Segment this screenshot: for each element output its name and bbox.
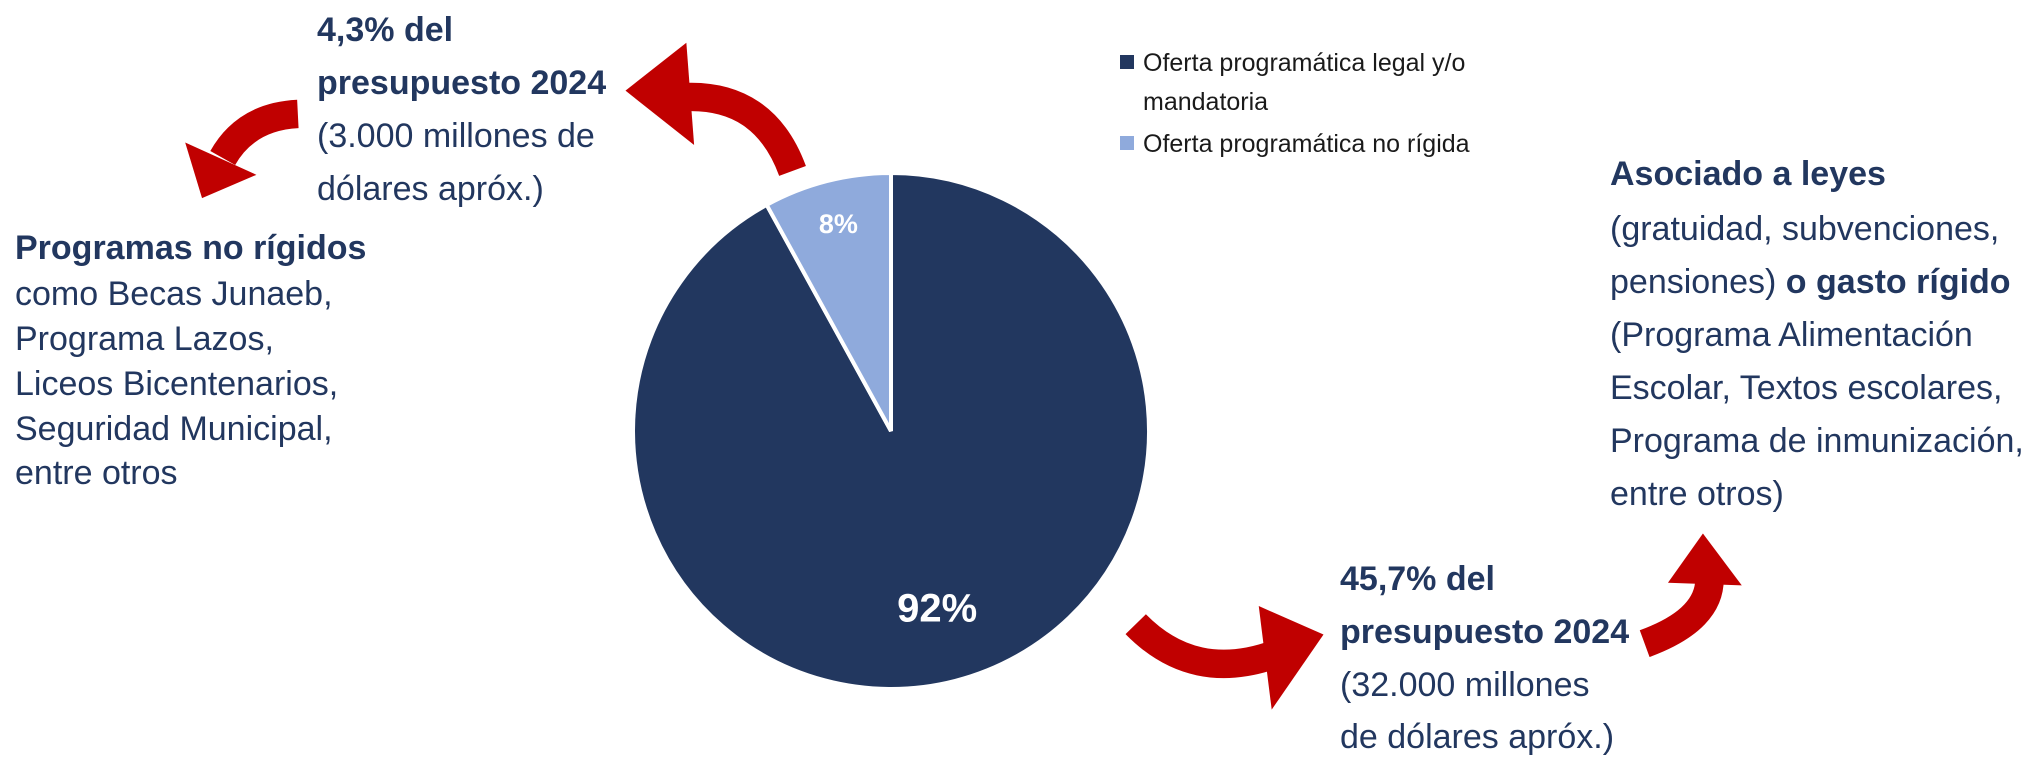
- annotation: Escolar, Textos escolares,: [1610, 369, 2002, 407]
- arrow: [1639, 575, 1724, 657]
- arrow: [683, 82, 806, 177]
- arrow-head: [1258, 606, 1324, 710]
- pie: 92% 8%: [631, 170, 1151, 691]
- arrow: [210, 99, 300, 166]
- annotation: de dólares apróx.): [1340, 718, 1614, 756]
- legend-swatch: [1120, 136, 1134, 150]
- annotation-left: Programas no rígidos como Becas Junaeb, …: [15, 229, 366, 492]
- annotation: entre otros): [1610, 475, 1784, 513]
- annotation: como Becas Junaeb,: [15, 275, 333, 313]
- annotation: presupuesto 2024: [317, 64, 606, 102]
- annotation: Programas no rígidos: [15, 229, 366, 267]
- annotation-part: pensiones): [1610, 263, 1776, 301]
- annotation: Programa Lazos,: [15, 320, 274, 358]
- annotation: Asociado a leyes: [1610, 155, 1886, 193]
- annotation-part: o gasto rígido: [1786, 263, 2011, 301]
- legend-label: mandatoria: [1143, 88, 1268, 116]
- legend-label: Oferta programática legal y/o: [1143, 49, 1465, 77]
- arrow: [1125, 613, 1281, 679]
- annotation: (Programa Alimentación: [1610, 316, 1973, 354]
- legend: Oferta programática legal y/o mandatoria O…: [1120, 49, 1470, 158]
- annotation: dólares apróx.): [317, 170, 544, 208]
- arrow-head: [625, 42, 695, 146]
- data-label: 8%: [819, 209, 858, 239]
- legend-label: Oferta programática no rígida: [1143, 130, 1470, 158]
- annotation: Seguridad Municipal,: [15, 410, 333, 448]
- annotation: 4,3% del: [317, 11, 453, 49]
- data-label: 92%: [897, 586, 977, 630]
- annotation-top-left: 4,3% del presupuesto 2024 (3.000 millone…: [317, 11, 606, 208]
- annotation: (3.000 millones de: [317, 117, 595, 155]
- annotation: pensiones) o gasto rígido: [1610, 263, 2011, 301]
- annotation: Programa de inmunización,: [1610, 422, 2024, 460]
- annotation-right: Asociado a leyes (gratuidad, subvencione…: [1610, 155, 2024, 513]
- pie-slice: [763, 170, 893, 432]
- annotation: Liceos Bicentenarios,: [15, 365, 338, 403]
- annotation: (gratuidad, subvenciones,: [1610, 210, 1999, 248]
- arrow-head: [1667, 533, 1742, 586]
- legend-swatch: [1120, 55, 1134, 69]
- annotation: entre otros: [15, 454, 178, 492]
- annotation-bottom: 45,7% del presupuesto 2024 (32.000 millo…: [1340, 560, 1629, 756]
- annotation: presupuesto 2024: [1340, 613, 1629, 651]
- annotation: (32.000 millones: [1340, 666, 1589, 704]
- arrows: [185, 42, 1742, 710]
- arrow-head: [185, 142, 257, 199]
- annotation: 45,7% del: [1340, 560, 1495, 598]
